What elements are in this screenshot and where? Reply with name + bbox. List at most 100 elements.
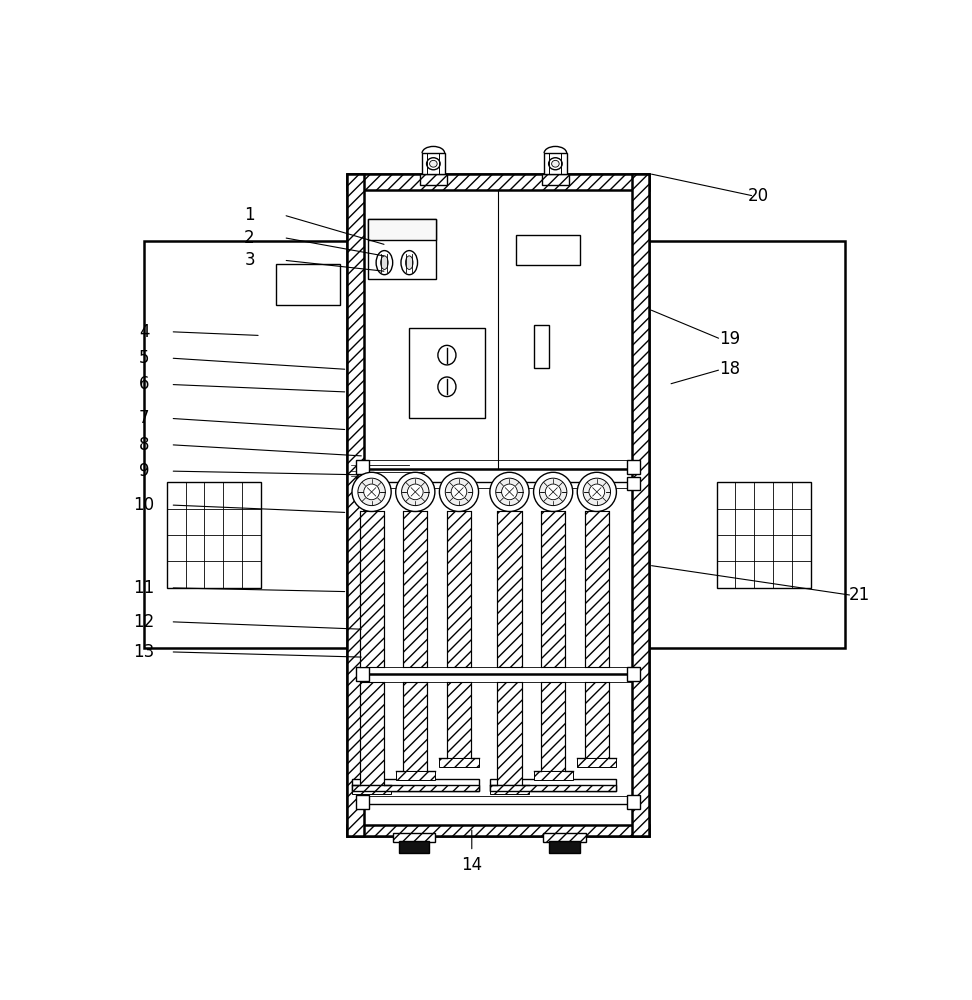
Bar bbox=[167, 482, 260, 588]
Bar bbox=[403, 682, 428, 771]
Bar bbox=[352, 779, 478, 791]
Bar bbox=[352, 785, 478, 791]
Bar bbox=[632, 174, 648, 836]
Bar bbox=[516, 235, 580, 265]
Circle shape bbox=[439, 472, 478, 511]
Circle shape bbox=[545, 484, 561, 500]
Ellipse shape bbox=[552, 160, 559, 167]
Bar bbox=[420, 174, 447, 185]
Ellipse shape bbox=[427, 158, 440, 170]
Text: 11: 11 bbox=[133, 579, 155, 597]
Circle shape bbox=[364, 484, 379, 500]
Bar bbox=[627, 477, 641, 490]
Bar bbox=[393, 833, 434, 842]
Bar bbox=[439, 758, 478, 767]
Text: 20: 20 bbox=[747, 187, 769, 205]
Bar bbox=[490, 785, 616, 791]
Bar bbox=[356, 795, 369, 809]
Bar bbox=[356, 477, 369, 490]
Text: 19: 19 bbox=[719, 330, 741, 348]
Text: 4: 4 bbox=[139, 323, 150, 341]
Circle shape bbox=[358, 478, 385, 506]
Ellipse shape bbox=[548, 158, 562, 170]
Circle shape bbox=[502, 484, 517, 500]
Text: 5: 5 bbox=[139, 349, 150, 367]
Bar bbox=[627, 667, 641, 681]
Circle shape bbox=[496, 478, 523, 506]
Bar bbox=[367, 219, 435, 240]
Bar bbox=[498, 511, 522, 667]
Bar bbox=[352, 785, 391, 794]
Bar bbox=[498, 682, 522, 785]
Bar bbox=[276, 264, 340, 305]
Bar bbox=[716, 482, 811, 588]
Circle shape bbox=[583, 478, 610, 506]
Text: 21: 21 bbox=[850, 586, 870, 604]
Bar bbox=[144, 241, 348, 648]
Text: 1: 1 bbox=[244, 206, 255, 224]
Bar bbox=[409, 328, 485, 418]
Circle shape bbox=[401, 478, 429, 506]
Bar bbox=[422, 153, 444, 174]
Ellipse shape bbox=[401, 251, 418, 275]
Ellipse shape bbox=[437, 345, 456, 365]
Ellipse shape bbox=[430, 160, 437, 167]
Bar bbox=[627, 795, 641, 809]
Circle shape bbox=[577, 472, 616, 511]
Circle shape bbox=[445, 478, 472, 506]
Bar bbox=[403, 511, 428, 667]
Bar bbox=[490, 779, 616, 791]
Text: 18: 18 bbox=[719, 360, 741, 378]
Text: 14: 14 bbox=[462, 856, 482, 874]
Bar bbox=[541, 682, 565, 771]
Circle shape bbox=[396, 472, 434, 511]
Circle shape bbox=[407, 484, 423, 500]
Bar bbox=[399, 841, 429, 853]
Bar bbox=[490, 785, 529, 794]
Bar bbox=[360, 511, 384, 667]
Circle shape bbox=[352, 472, 391, 511]
Bar bbox=[585, 682, 608, 758]
Text: 13: 13 bbox=[133, 643, 155, 661]
Ellipse shape bbox=[376, 251, 393, 275]
Bar bbox=[348, 174, 648, 836]
Bar bbox=[627, 460, 641, 474]
Text: 3: 3 bbox=[244, 251, 255, 269]
Bar bbox=[543, 833, 585, 842]
Bar bbox=[348, 174, 648, 190]
Circle shape bbox=[539, 478, 567, 506]
Bar bbox=[348, 174, 364, 836]
Bar bbox=[585, 511, 608, 667]
Bar bbox=[541, 511, 565, 667]
Bar bbox=[356, 460, 369, 474]
Text: 6: 6 bbox=[139, 375, 150, 393]
Circle shape bbox=[534, 472, 573, 511]
Bar bbox=[534, 771, 573, 780]
Text: 12: 12 bbox=[133, 613, 155, 631]
Bar bbox=[535, 325, 549, 368]
Bar bbox=[577, 758, 616, 767]
Text: 2: 2 bbox=[244, 229, 255, 247]
Ellipse shape bbox=[381, 256, 388, 269]
Bar bbox=[447, 511, 471, 667]
Circle shape bbox=[589, 484, 605, 500]
Ellipse shape bbox=[437, 377, 456, 397]
Bar bbox=[360, 682, 384, 785]
Ellipse shape bbox=[405, 256, 413, 269]
Text: 10: 10 bbox=[133, 496, 155, 514]
Bar bbox=[544, 153, 567, 174]
Bar bbox=[396, 771, 434, 780]
Bar bbox=[549, 841, 579, 853]
Text: 7: 7 bbox=[139, 409, 150, 427]
Bar bbox=[649, 241, 845, 648]
Text: 8: 8 bbox=[139, 436, 150, 454]
Circle shape bbox=[451, 484, 467, 500]
Bar bbox=[348, 825, 648, 836]
Bar bbox=[364, 190, 632, 825]
Bar bbox=[447, 682, 471, 758]
Circle shape bbox=[490, 472, 529, 511]
Bar bbox=[367, 219, 435, 279]
Bar bbox=[541, 174, 569, 185]
Bar bbox=[356, 667, 369, 681]
Text: 9: 9 bbox=[139, 462, 150, 480]
